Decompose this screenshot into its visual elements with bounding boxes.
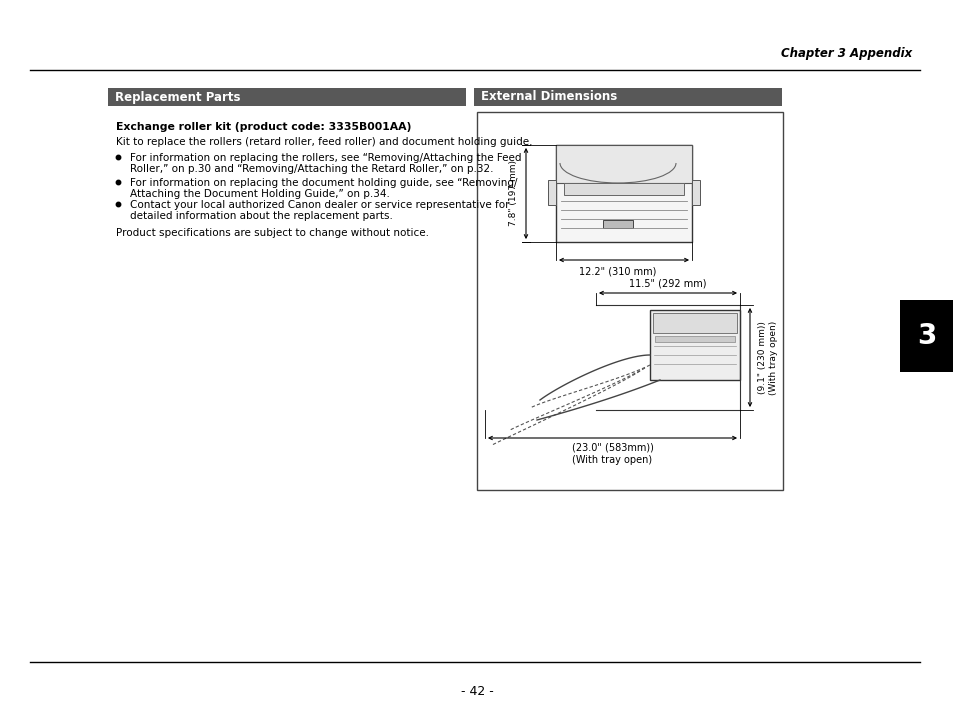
Text: 11.5" (292 mm): 11.5" (292 mm) xyxy=(629,278,706,288)
Text: Roller,” on p.30 and “Removing/Attaching the Retard Roller,” on p.32.: Roller,” on p.30 and “Removing/Attaching… xyxy=(130,164,493,174)
Text: (23.0" (583mm)): (23.0" (583mm)) xyxy=(571,443,653,453)
Bar xyxy=(547,180,556,205)
Text: 3: 3 xyxy=(917,322,936,350)
Text: Exchange roller kit (product code: 3335B001AA): Exchange roller kit (product code: 3335B… xyxy=(116,122,411,132)
Text: 12.2" (310 mm): 12.2" (310 mm) xyxy=(578,266,656,276)
Text: Attaching the Document Holding Guide,” on p.34.: Attaching the Document Holding Guide,” o… xyxy=(130,189,390,199)
Bar xyxy=(563,183,683,195)
Text: detailed information about the replacement parts.: detailed information about the replaceme… xyxy=(130,211,393,221)
Text: (With tray open): (With tray open) xyxy=(768,320,778,395)
Bar xyxy=(476,112,782,490)
Text: (9.1" (230 mm)): (9.1" (230 mm)) xyxy=(758,321,766,394)
Bar xyxy=(649,310,740,380)
Bar xyxy=(474,88,781,106)
Bar xyxy=(899,300,953,372)
Text: For information on replacing the document holding guide, see “Removing/: For information on replacing the documen… xyxy=(130,178,517,188)
Text: - 42 -: - 42 - xyxy=(460,685,493,698)
Text: (With tray open): (With tray open) xyxy=(572,455,652,465)
Text: For information on replacing the rollers, see “Removing/Attaching the Feed: For information on replacing the rollers… xyxy=(130,153,521,163)
Text: Product specifications are subject to change without notice.: Product specifications are subject to ch… xyxy=(116,228,429,238)
Text: Kit to replace the rollers (retard roller, feed roller) and document holding gui: Kit to replace the rollers (retard rolle… xyxy=(116,137,532,147)
Text: Chapter 3 Appendix: Chapter 3 Appendix xyxy=(780,47,911,60)
Bar xyxy=(108,88,465,106)
Text: External Dimensions: External Dimensions xyxy=(480,91,617,104)
Bar xyxy=(556,145,691,242)
Bar xyxy=(691,180,700,205)
Text: Replacement Parts: Replacement Parts xyxy=(115,91,240,104)
Bar xyxy=(655,336,734,342)
Bar xyxy=(602,220,633,228)
Bar xyxy=(556,145,691,183)
Text: 7.8" (197 mm): 7.8" (197 mm) xyxy=(509,160,518,227)
Bar xyxy=(652,313,737,333)
Text: Contact your local authorized Canon dealer or service representative for: Contact your local authorized Canon deal… xyxy=(130,200,509,210)
